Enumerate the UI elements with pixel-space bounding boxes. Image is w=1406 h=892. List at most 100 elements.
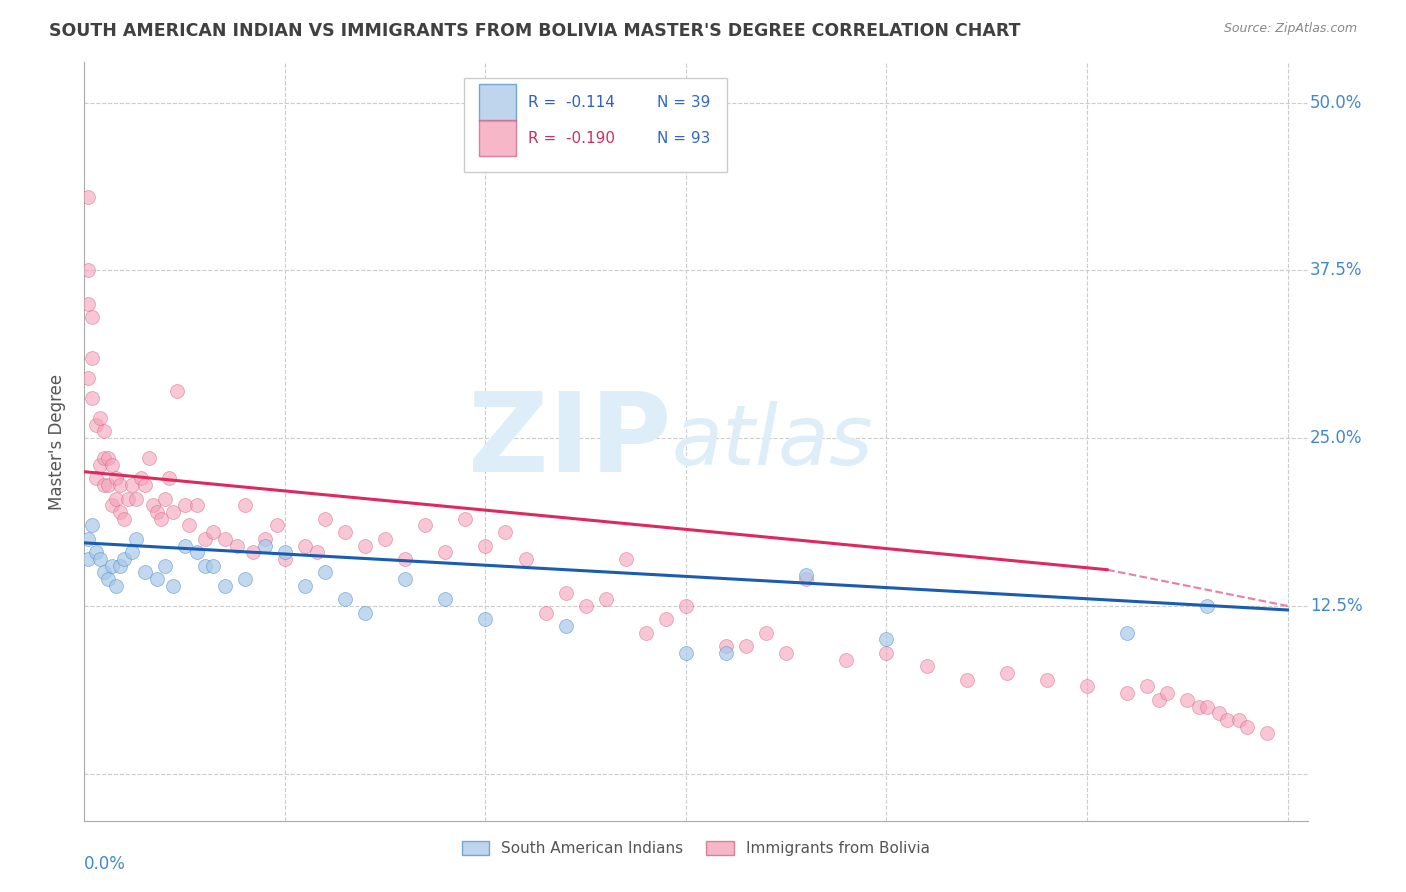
Point bbox=[294, 539, 316, 553]
Point bbox=[117, 491, 139, 506]
Point bbox=[105, 579, 128, 593]
Point bbox=[333, 525, 356, 540]
Point bbox=[201, 558, 224, 573]
Point bbox=[735, 639, 758, 653]
Point bbox=[162, 579, 184, 593]
Point bbox=[153, 558, 176, 573]
Text: 25.0%: 25.0% bbox=[1310, 429, 1362, 447]
Point bbox=[915, 659, 938, 673]
Point bbox=[201, 525, 224, 540]
Point bbox=[110, 505, 132, 519]
Point bbox=[77, 297, 100, 311]
Point bbox=[89, 411, 111, 425]
Point bbox=[875, 646, 897, 660]
Point bbox=[1116, 686, 1139, 700]
Point bbox=[1036, 673, 1059, 687]
Point bbox=[434, 592, 457, 607]
Point bbox=[225, 539, 247, 553]
Point bbox=[794, 568, 817, 582]
Point bbox=[173, 498, 195, 512]
Text: N = 93: N = 93 bbox=[657, 131, 710, 145]
Point bbox=[121, 545, 143, 559]
Point bbox=[1208, 706, 1230, 721]
Point bbox=[233, 572, 256, 586]
Point bbox=[253, 532, 276, 546]
Point bbox=[125, 532, 148, 546]
Bar bbox=[479, 85, 516, 120]
Text: R =  -0.190: R = -0.190 bbox=[529, 131, 616, 145]
Point bbox=[214, 579, 236, 593]
Point bbox=[77, 552, 100, 566]
Point bbox=[97, 478, 120, 492]
Point bbox=[755, 625, 778, 640]
Point bbox=[110, 478, 132, 492]
Point bbox=[82, 391, 104, 405]
Point bbox=[141, 498, 163, 512]
Point bbox=[134, 478, 156, 492]
Point bbox=[138, 451, 160, 466]
Point bbox=[314, 566, 336, 580]
Point bbox=[495, 525, 517, 540]
Point bbox=[89, 552, 111, 566]
Point bbox=[77, 263, 100, 277]
Point bbox=[1197, 599, 1219, 613]
Point bbox=[374, 532, 396, 546]
Point bbox=[101, 558, 124, 573]
Point bbox=[194, 532, 217, 546]
Point bbox=[454, 512, 477, 526]
Point bbox=[314, 512, 336, 526]
Point bbox=[101, 458, 124, 472]
Point bbox=[214, 532, 236, 546]
Point bbox=[1229, 713, 1251, 727]
Point bbox=[93, 566, 115, 580]
Point bbox=[242, 545, 264, 559]
Point bbox=[394, 572, 416, 586]
Point bbox=[714, 639, 737, 653]
Text: N = 39: N = 39 bbox=[657, 95, 710, 110]
Point bbox=[186, 498, 208, 512]
Point bbox=[177, 518, 200, 533]
Point bbox=[1256, 726, 1278, 740]
Point bbox=[129, 471, 152, 485]
Point bbox=[97, 572, 120, 586]
Text: 50.0%: 50.0% bbox=[1310, 94, 1362, 112]
Point bbox=[634, 625, 657, 640]
Text: SOUTH AMERICAN INDIAN VS IMMIGRANTS FROM BOLIVIA MASTER'S DEGREE CORRELATION CHA: SOUTH AMERICAN INDIAN VS IMMIGRANTS FROM… bbox=[49, 22, 1021, 40]
Point bbox=[134, 566, 156, 580]
Point bbox=[434, 545, 457, 559]
Point bbox=[93, 478, 115, 492]
Point bbox=[77, 532, 100, 546]
Point bbox=[554, 585, 576, 599]
Point bbox=[1076, 680, 1098, 694]
Point bbox=[333, 592, 356, 607]
Point bbox=[82, 518, 104, 533]
Point bbox=[614, 552, 637, 566]
Point bbox=[274, 552, 297, 566]
Point bbox=[575, 599, 598, 613]
Point bbox=[1197, 699, 1219, 714]
Bar bbox=[479, 120, 516, 156]
Point bbox=[394, 552, 416, 566]
Point bbox=[995, 666, 1018, 681]
Point bbox=[77, 371, 100, 385]
Point bbox=[956, 673, 979, 687]
Point bbox=[97, 451, 120, 466]
Point bbox=[186, 545, 208, 559]
Point bbox=[86, 417, 108, 432]
Text: 0.0%: 0.0% bbox=[84, 855, 127, 872]
Point bbox=[294, 579, 316, 593]
Point bbox=[1236, 720, 1258, 734]
Point bbox=[1116, 625, 1139, 640]
Point bbox=[655, 612, 678, 626]
Text: Source: ZipAtlas.com: Source: ZipAtlas.com bbox=[1223, 22, 1357, 36]
Point bbox=[105, 491, 128, 506]
Point bbox=[354, 606, 377, 620]
Point bbox=[145, 505, 167, 519]
Point bbox=[675, 599, 697, 613]
Point bbox=[194, 558, 217, 573]
Point bbox=[166, 384, 188, 399]
Point bbox=[675, 646, 697, 660]
Point bbox=[125, 491, 148, 506]
Point bbox=[114, 512, 136, 526]
Point bbox=[1175, 693, 1198, 707]
